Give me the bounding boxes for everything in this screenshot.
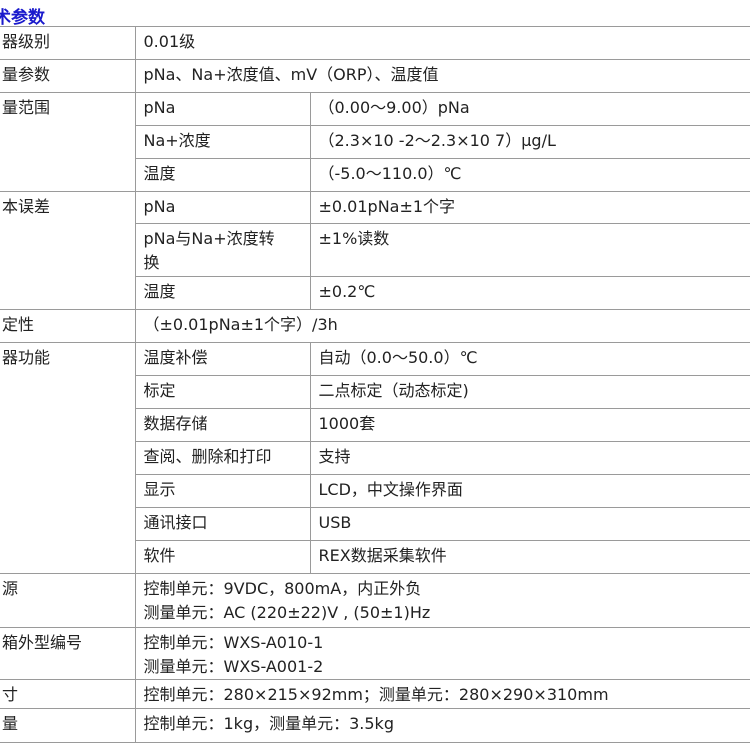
- row-value: 控制单元：1kg，测量单元：3.5kg: [134, 708, 750, 743]
- row-label: 量参数: [0, 59, 136, 93]
- sub-value: 1000套: [309, 408, 750, 442]
- sub-key: 通讯接口: [134, 507, 311, 541]
- row-label: 量范围: [0, 92, 136, 192]
- sub-value: ±0.01pNa±1个字: [309, 191, 750, 224]
- table-row: 器功能 温度补偿 自动（0.0～50.0）℃: [0, 342, 750, 574]
- section-title: 术参数: [0, 8, 45, 28]
- row-label: 本误差: [0, 191, 136, 310]
- sub-key: 温度: [134, 158, 311, 192]
- sub-key: Na+浓度: [134, 125, 311, 159]
- sub-key: 显示: [134, 474, 311, 508]
- sub-key: pNa: [134, 92, 311, 126]
- row-label: 寸: [0, 679, 136, 709]
- table-row: 温度 ±0.2℃: [0, 276, 750, 310]
- row-label: 器功能: [0, 342, 136, 574]
- case-line-2: 测量单元：WXS-A001-2: [143, 657, 324, 676]
- row-label: 源: [0, 573, 136, 628]
- sub-value: 二点标定（动态标定): [309, 375, 750, 409]
- sub-key: pNa与Na+浓度转换: [134, 223, 311, 277]
- row-value: 控制单元：280×215×92mm；测量单元：280×290×310mm: [134, 679, 750, 709]
- table-row: 数据存储 1000套: [0, 408, 750, 442]
- sub-value: LCD，中文操作界面: [309, 474, 750, 508]
- sub-key: 温度补偿: [134, 342, 311, 376]
- table-row: 通讯接口 USB: [0, 507, 750, 541]
- table-row: 定性 （±0.01pNa±1个字）/3h: [0, 309, 750, 343]
- sub-value: （2.3×10 -2～2.3×10 7）μg/L: [309, 125, 750, 159]
- table-row: 量参数 pNa、Na+浓度值、mV（ORP）、温度值: [0, 59, 750, 93]
- sub-value: （0.00～9.00）pNa: [309, 92, 750, 126]
- table-row: 器级别 0.01级: [0, 26, 750, 60]
- row-value: 控制单元：WXS-A010-1 测量单元：WXS-A001-2: [134, 627, 750, 680]
- table-row: 源 控制单元：9VDC，800mA，内正外负 测量单元：AC (220±22)V…: [0, 573, 750, 628]
- sub-value: ±1%读数: [309, 223, 750, 277]
- table-row: 标定 二点标定（动态标定): [0, 375, 750, 409]
- row-value: 控制单元：9VDC，800mA，内正外负 测量单元：AC (220±22)V ,…: [134, 573, 750, 628]
- sub-key: 数据存储: [134, 408, 311, 442]
- sub-key: 软件: [134, 540, 311, 574]
- row-value: 0.01级: [134, 26, 750, 60]
- row-label: 器级别: [0, 26, 136, 60]
- spec-table: 器级别 0.01级 量参数 pNa、Na+浓度值、mV（ORP）、温度值 量范围…: [0, 26, 750, 743]
- table-row: 量范围 pNa （0.00～9.00）pNa: [0, 92, 750, 192]
- case-line-1: 控制单元：WXS-A010-1: [143, 633, 324, 652]
- table-row: Na+浓度 （2.3×10 -2～2.3×10 7）μg/L: [0, 125, 750, 159]
- sub-value: REX数据采集软件: [309, 540, 750, 574]
- row-value: （±0.01pNa±1个字）/3h: [134, 309, 750, 343]
- sub-key: pNa: [134, 191, 311, 224]
- table-row: 箱外型编号 控制单元：WXS-A010-1 测量单元：WXS-A001-2: [0, 627, 750, 680]
- sub-key: 标定: [134, 375, 311, 409]
- table-row: 量 控制单元：1kg，测量单元：3.5kg: [0, 708, 750, 743]
- row-label: 定性: [0, 309, 136, 343]
- table-row: 寸 控制单元：280×215×92mm；测量单元：280×290×310mm: [0, 679, 750, 709]
- power-line-2: 测量单元：AC (220±22)V , (50±1)Hz: [143, 603, 431, 622]
- row-value: pNa、Na+浓度值、mV（ORP）、温度值: [134, 59, 750, 93]
- sub-value: （-5.0～110.0）℃: [309, 158, 750, 192]
- table-row: 查阅、删除和打印 支持: [0, 441, 750, 475]
- power-line-1: 控制单元：9VDC，800mA，内正外负: [143, 579, 422, 598]
- table-row: 显示 LCD，中文操作界面: [0, 474, 750, 508]
- sub-key: 温度: [134, 276, 311, 310]
- sub-value: 支持: [309, 441, 750, 475]
- table-row: 本误差 pNa ±0.01pNa±1个字: [0, 191, 750, 310]
- table-row: pNa与Na+浓度转换 ±1%读数: [0, 223, 750, 277]
- sub-value: ±0.2℃: [309, 276, 750, 310]
- sub-value: 自动（0.0～50.0）℃: [309, 342, 750, 376]
- row-label: 箱外型编号: [0, 627, 136, 680]
- row-label: 量: [0, 708, 136, 743]
- table-row: 软件 REX数据采集软件: [0, 540, 750, 574]
- sub-value: USB: [309, 507, 750, 541]
- sub-key: 查阅、删除和打印: [134, 441, 311, 475]
